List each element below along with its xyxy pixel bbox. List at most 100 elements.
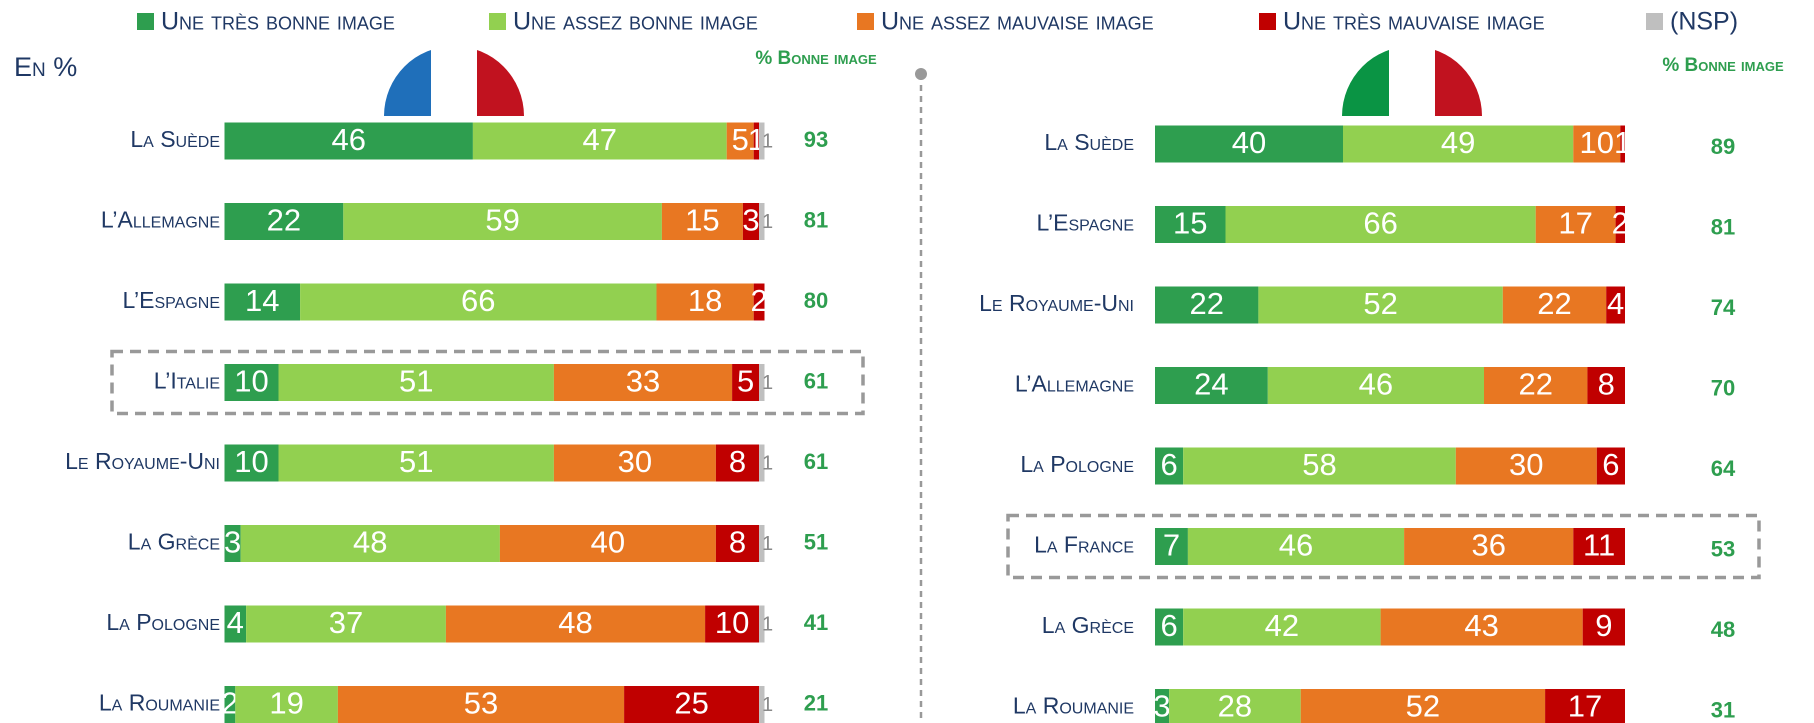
bar-segment (300, 283, 657, 321)
category-label: La Grèce (128, 529, 220, 555)
good-image-value: 41 (804, 610, 828, 635)
value-label: 33 (626, 364, 660, 399)
bar-segment (1380, 608, 1583, 646)
bar-segment (1455, 447, 1597, 485)
highlight-box (110, 349, 865, 416)
value-label: 10 (715, 605, 749, 640)
value-label: 59 (485, 203, 519, 238)
bar-segment (759, 444, 765, 482)
legend-swatch (137, 13, 154, 30)
good-image-value: 48 (1711, 617, 1735, 642)
good-image-value: 74 (1711, 295, 1736, 320)
bar-segment (705, 605, 760, 643)
bar-segment (1187, 528, 1405, 565)
bar-segment (1484, 367, 1588, 404)
bar-segment (1573, 125, 1621, 163)
value-label: 30 (1509, 447, 1543, 482)
value-label: 48 (353, 525, 387, 560)
value-label: 24 (1194, 367, 1228, 402)
bar-segment (1155, 125, 1343, 163)
value-label: 37 (329, 605, 363, 640)
value-label: 1 (762, 694, 773, 716)
bar-segment (224, 203, 344, 240)
legend-swatch (857, 13, 874, 30)
bar-segment (1183, 447, 1456, 485)
category-label: L’Allemagne (101, 207, 220, 233)
good-image-value: 81 (804, 207, 828, 232)
bar-segment (499, 525, 716, 562)
category-label: L’Espagne (123, 287, 220, 313)
value-label: 1 (1614, 125, 1631, 160)
category-label: L’Espagne (1037, 210, 1134, 236)
good-image-value: 80 (804, 288, 828, 313)
bar-segment (1535, 206, 1616, 243)
good-image-value: 53 (1711, 536, 1735, 561)
value-label: 42 (1265, 608, 1299, 643)
value-label: 46 (1359, 367, 1393, 402)
value-label: 9 (1595, 608, 1612, 643)
bar-segment (715, 444, 760, 482)
value-label: 22 (1189, 286, 1223, 321)
good-image-value: 61 (804, 368, 828, 393)
category-label: La Roumanie (99, 690, 220, 716)
bar-segment (624, 686, 760, 723)
bar-segment (753, 283, 765, 321)
good-image-title: % Bonne image (755, 48, 877, 69)
value-label: 52 (1363, 286, 1397, 321)
bar-segment (1155, 528, 1188, 565)
legend-label: Une assez bonne image (513, 8, 758, 36)
value-label: 3 (224, 525, 241, 560)
flag-italy (1342, 46, 1482, 116)
value-label: 7 (1163, 528, 1180, 563)
legend-label: (NSP) (1670, 8, 1738, 36)
bar-segment (224, 283, 301, 321)
good-image-value: 93 (804, 127, 828, 152)
bar-segment (343, 203, 662, 240)
bar-segment (759, 686, 765, 723)
value-label: 10 (234, 364, 268, 399)
value-label: 6 (1160, 447, 1177, 482)
value-label: 36 (1471, 528, 1505, 563)
bar-segment (1587, 367, 1625, 404)
bar-segment (553, 364, 733, 401)
bar-segment (1615, 206, 1625, 243)
value-label: 28 (1218, 689, 1252, 723)
value-label: 1 (762, 613, 773, 635)
bar-segment (759, 203, 765, 240)
bar-segment (224, 444, 279, 482)
category-label: La Grèce (1042, 612, 1134, 638)
bar-segment (1545, 689, 1625, 723)
bar-segment (224, 686, 236, 723)
value-label: 1 (762, 372, 773, 394)
value-label: 51 (399, 444, 433, 479)
category-label: La Suède (1044, 129, 1134, 155)
value-label: 52 (1406, 689, 1440, 723)
value-label: 46 (331, 122, 365, 157)
value-label: 66 (1363, 206, 1397, 241)
legend-label: Une très mauvaise image (1283, 8, 1545, 36)
value-label: 15 (1173, 206, 1207, 241)
value-label: 10 (1580, 125, 1614, 160)
value-label: 22 (267, 203, 301, 238)
bar-segment (1155, 367, 1268, 404)
value-label: 5 (737, 364, 754, 399)
value-label: 3 (742, 203, 759, 238)
good-image-value: 31 (1711, 697, 1735, 722)
bar-segment (246, 605, 446, 643)
bar-segment (1620, 125, 1625, 163)
bar-segment (1155, 286, 1259, 324)
bar-segment (1582, 608, 1625, 646)
bar-segment (240, 525, 500, 562)
legend-swatch (1646, 13, 1663, 30)
good-image-title: % Bonne image (1662, 55, 1784, 76)
bar-segment (278, 364, 554, 401)
bar-segment (661, 203, 743, 240)
value-label: 17 (1568, 689, 1602, 723)
bar-segment (224, 525, 241, 562)
bar-segment (278, 444, 554, 482)
good-image-value: 64 (1711, 456, 1736, 481)
value-label: 22 (1537, 286, 1571, 321)
value-label: 48 (558, 605, 592, 640)
bar-segment (337, 686, 625, 723)
value-label: 1 (762, 452, 773, 474)
